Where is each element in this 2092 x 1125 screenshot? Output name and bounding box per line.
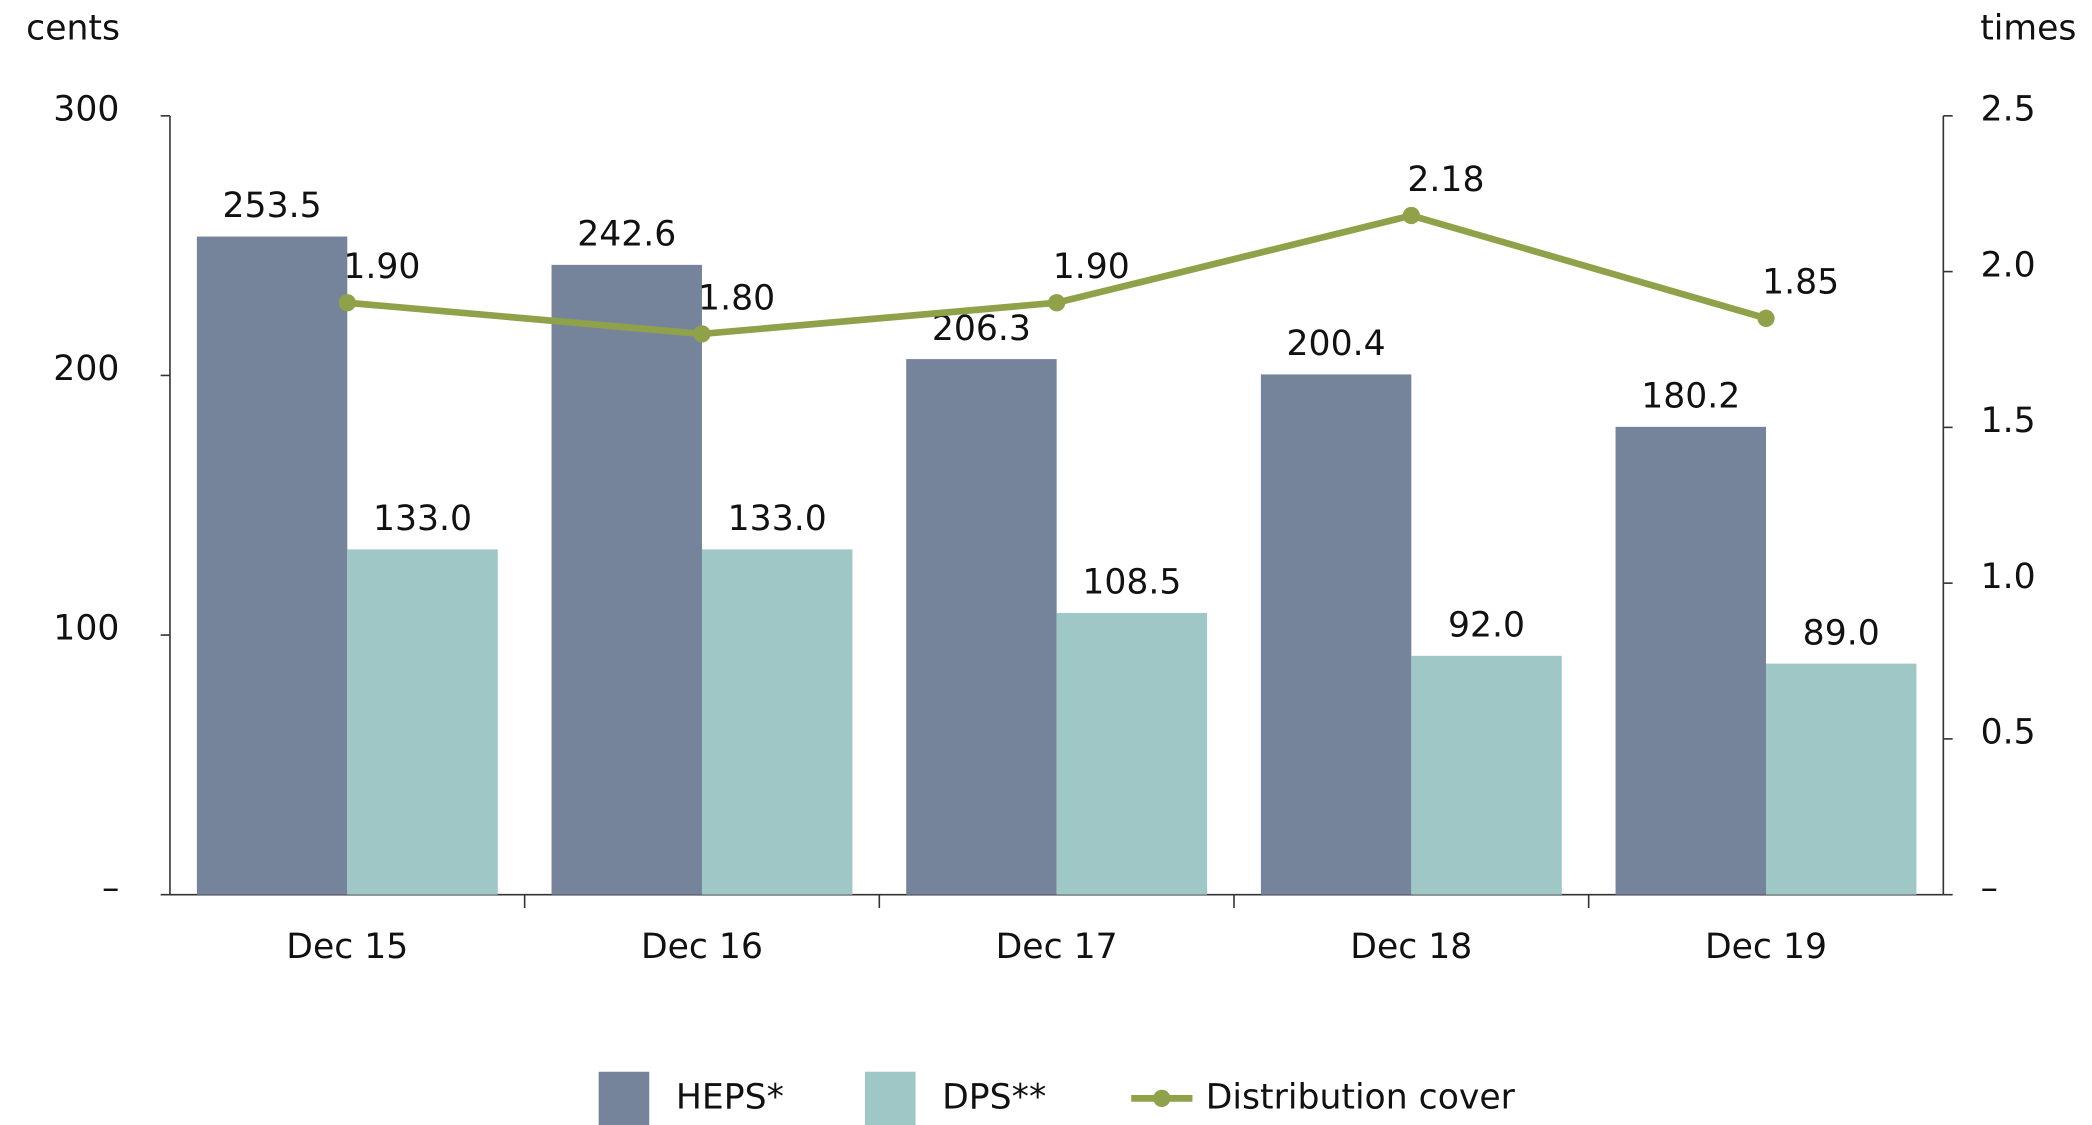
y-tick-label: 300 <box>53 90 119 130</box>
data-label: 133.0 <box>728 499 827 539</box>
y2-axis-label: times <box>1980 8 2076 48</box>
data-label: 1.85 <box>1762 263 1839 303</box>
legend-label: DPS** <box>942 1077 1046 1117</box>
bar <box>906 359 1057 895</box>
line-point <box>1757 309 1775 327</box>
bar <box>196 236 348 895</box>
bar <box>1411 655 1562 895</box>
y-tick-label: 100 <box>53 609 119 649</box>
legend-label: Distribution cover <box>1206 1077 1516 1117</box>
y2-tick-label: 2.5 <box>1981 90 2036 130</box>
data-label: 1.80 <box>698 278 775 318</box>
legend-swatch <box>1153 1089 1171 1108</box>
data-label: 200.4 <box>1287 324 1386 364</box>
line-point <box>338 294 356 312</box>
data-label: 242.6 <box>577 215 676 255</box>
bar <box>1766 663 1917 895</box>
y2-tick-label: 1.5 <box>1981 401 2036 441</box>
y-tick-label: 200 <box>53 349 119 389</box>
x-tick-label: Dec 15 <box>286 927 408 967</box>
data-label: 108.5 <box>1082 563 1181 603</box>
x-tick-label: Dec 16 <box>641 927 763 967</box>
line-point <box>1047 294 1066 312</box>
legend-swatch <box>598 1071 650 1125</box>
y-tick-label: – <box>102 868 119 908</box>
data-label: 89.0 <box>1803 613 1880 653</box>
bar <box>1615 426 1767 895</box>
x-tick-label: Dec 19 <box>1705 927 1827 967</box>
legend-label: HEPS* <box>676 1077 784 1117</box>
x-tick-label: Dec 18 <box>1350 927 1472 967</box>
y2-tick-label: – <box>1981 868 1998 908</box>
y2-tick-label: 0.5 <box>1981 713 2036 753</box>
bar <box>347 549 498 895</box>
legend-swatch <box>864 1071 916 1125</box>
data-label: 1.90 <box>1053 247 1130 287</box>
line-point <box>693 325 711 343</box>
y2-tick-label: 2.0 <box>1981 245 2036 285</box>
y2-tick-label: 1.0 <box>1981 557 2036 597</box>
x-tick-label: Dec 17 <box>996 927 1118 967</box>
bar <box>1056 612 1208 895</box>
bar <box>551 264 702 895</box>
bar <box>701 549 853 895</box>
data-label: 180.2 <box>1641 377 1740 417</box>
data-label: 133.0 <box>373 499 472 539</box>
line-point <box>1402 206 1420 225</box>
y-axis-label: cents <box>26 8 120 48</box>
data-label: 1.90 <box>343 247 420 287</box>
bar <box>1260 374 1412 895</box>
data-label: 2.18 <box>1407 160 1484 200</box>
data-label: 92.0 <box>1448 606 1525 646</box>
data-label: 253.5 <box>223 186 322 226</box>
